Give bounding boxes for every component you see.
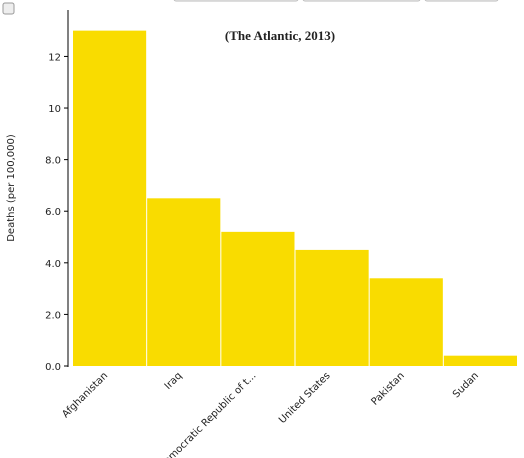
x-tick-label: Sudan: [451, 370, 481, 400]
bar: [221, 231, 295, 366]
bar: [369, 278, 443, 366]
y-tick-label: 2.0: [45, 310, 61, 321]
chart-title: (The Atlantic, 2013): [225, 28, 335, 43]
top-button[interactable]: [424, 0, 499, 2]
bar: [73, 30, 147, 366]
y-axis-label: Deaths (per 100,000): [6, 134, 17, 242]
bar: [443, 355, 517, 366]
menu-icon[interactable]: [2, 2, 15, 15]
y-tick-label: 12: [48, 52, 61, 63]
top-button[interactable]: [173, 0, 299, 2]
y-tick-label: 4.0: [45, 259, 61, 270]
x-tick-label: Iraq: [163, 370, 185, 392]
bar: [147, 198, 221, 366]
y-tick-label: 8.0: [45, 156, 61, 167]
bar: [295, 249, 369, 366]
x-tick-label: Afghanistan: [60, 370, 110, 420]
y-tick-label: 6.0: [45, 207, 61, 218]
top-button[interactable]: [302, 0, 421, 2]
y-tick-label: 10: [48, 104, 61, 115]
x-tick-label: United States: [277, 370, 333, 426]
y-tick-label: 0.0: [45, 362, 61, 373]
x-tick-label: Pakistan: [369, 370, 406, 407]
